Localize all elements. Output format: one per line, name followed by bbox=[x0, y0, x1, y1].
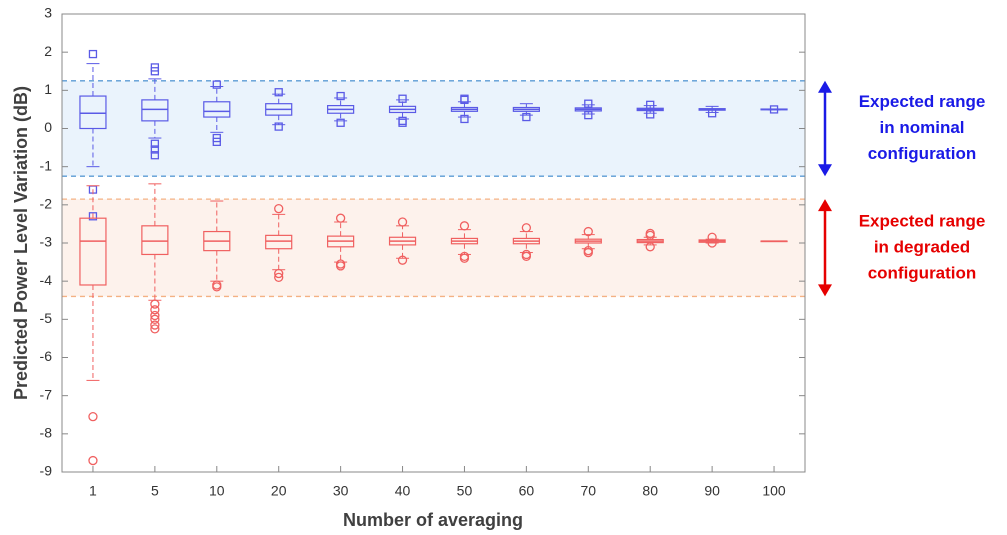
outlier bbox=[583, 247, 593, 258]
outlier bbox=[150, 145, 160, 154]
outlier bbox=[397, 255, 408, 265]
annotation: Expected range bbox=[859, 92, 986, 111]
arrow-head bbox=[818, 80, 832, 93]
outlier bbox=[336, 118, 345, 127]
outlier bbox=[274, 122, 283, 131]
outlier bbox=[398, 118, 407, 127]
x-tick-label: 30 bbox=[333, 483, 349, 499]
y-tick-label: -5 bbox=[40, 310, 53, 326]
outlier bbox=[707, 238, 717, 248]
annotation: in degraded bbox=[874, 237, 970, 256]
annotation: in nominal bbox=[880, 118, 965, 137]
y-tick-label: -3 bbox=[40, 234, 53, 250]
x-tick-label: 1 bbox=[89, 483, 97, 499]
outlier bbox=[521, 251, 532, 262]
outlier bbox=[274, 88, 283, 97]
outlier bbox=[335, 261, 346, 271]
y-tick-label: -8 bbox=[40, 425, 53, 441]
box bbox=[79, 217, 107, 286]
outlier bbox=[398, 94, 407, 103]
outlier bbox=[274, 272, 284, 283]
y-tick-label: -6 bbox=[40, 348, 53, 364]
x-tick-label: 80 bbox=[642, 483, 658, 499]
x-tick-label: 70 bbox=[581, 483, 597, 499]
y-tick-label: -1 bbox=[40, 157, 53, 173]
outlier bbox=[707, 109, 717, 118]
x-tick-label: 100 bbox=[762, 483, 786, 499]
x-tick-label: 20 bbox=[271, 483, 287, 499]
y-tick-label: 1 bbox=[44, 81, 52, 97]
outlier bbox=[397, 217, 408, 227]
outlier bbox=[150, 67, 160, 76]
arrow-head bbox=[818, 284, 832, 297]
outlier bbox=[88, 49, 98, 59]
y-tick-label: 2 bbox=[44, 43, 52, 59]
outlier bbox=[646, 110, 655, 119]
outlier bbox=[150, 299, 160, 309]
outlier bbox=[645, 242, 655, 252]
box bbox=[141, 225, 169, 256]
box bbox=[141, 99, 169, 122]
y-tick-label: 0 bbox=[44, 119, 52, 135]
outlier bbox=[212, 80, 221, 89]
outlier bbox=[150, 305, 160, 315]
box bbox=[265, 234, 293, 250]
outlier bbox=[335, 213, 346, 223]
outlier bbox=[150, 314, 160, 324]
x-tick-label: 10 bbox=[209, 483, 225, 499]
box bbox=[79, 95, 107, 130]
outlier bbox=[460, 114, 469, 124]
annotation: Expected range bbox=[859, 211, 986, 230]
outlier bbox=[583, 226, 593, 237]
outlier bbox=[522, 112, 531, 122]
annotation: configuration bbox=[868, 263, 977, 282]
outlier bbox=[212, 282, 222, 292]
outlier bbox=[459, 253, 470, 263]
outlier bbox=[88, 412, 98, 422]
outlier bbox=[460, 95, 469, 105]
y-axis-label: Predicted Power Level Variation (dB) bbox=[11, 86, 31, 400]
x-tick-label: 40 bbox=[395, 483, 411, 499]
y-tick-label: -2 bbox=[40, 196, 53, 212]
outlier bbox=[645, 230, 655, 241]
outlier bbox=[459, 221, 470, 231]
arrow-head bbox=[818, 164, 832, 177]
arrow-head bbox=[818, 199, 832, 212]
outlier bbox=[150, 320, 160, 330]
outlier bbox=[88, 212, 98, 221]
outlier bbox=[150, 151, 160, 160]
outlier bbox=[274, 268, 284, 279]
outlier bbox=[150, 139, 160, 148]
outlier bbox=[150, 310, 160, 321]
outlier bbox=[521, 223, 532, 233]
outlier bbox=[212, 137, 221, 147]
outlier bbox=[584, 110, 593, 120]
outlier bbox=[646, 100, 655, 109]
outlier bbox=[707, 232, 717, 242]
box bbox=[203, 101, 231, 118]
outlier bbox=[584, 99, 593, 108]
x-tick-label: 50 bbox=[457, 483, 473, 499]
y-tick-label: 3 bbox=[44, 5, 52, 21]
y-tick-label: -7 bbox=[40, 386, 53, 402]
annotation: configuration bbox=[868, 144, 977, 163]
y-tick-label: -9 bbox=[40, 463, 53, 479]
x-tick-label: 5 bbox=[151, 483, 159, 499]
outlier bbox=[88, 455, 98, 466]
expected-band bbox=[62, 199, 805, 297]
x-tick-label: 90 bbox=[704, 483, 720, 499]
y-tick-label: -4 bbox=[40, 272, 53, 288]
outlier bbox=[336, 91, 345, 101]
expected-band bbox=[62, 80, 805, 177]
outlier bbox=[769, 105, 779, 114]
outlier bbox=[150, 324, 160, 334]
x-tick-label: 60 bbox=[519, 483, 535, 499]
outlier bbox=[274, 203, 284, 214]
x-axis-label: Number of averaging bbox=[343, 510, 523, 530]
